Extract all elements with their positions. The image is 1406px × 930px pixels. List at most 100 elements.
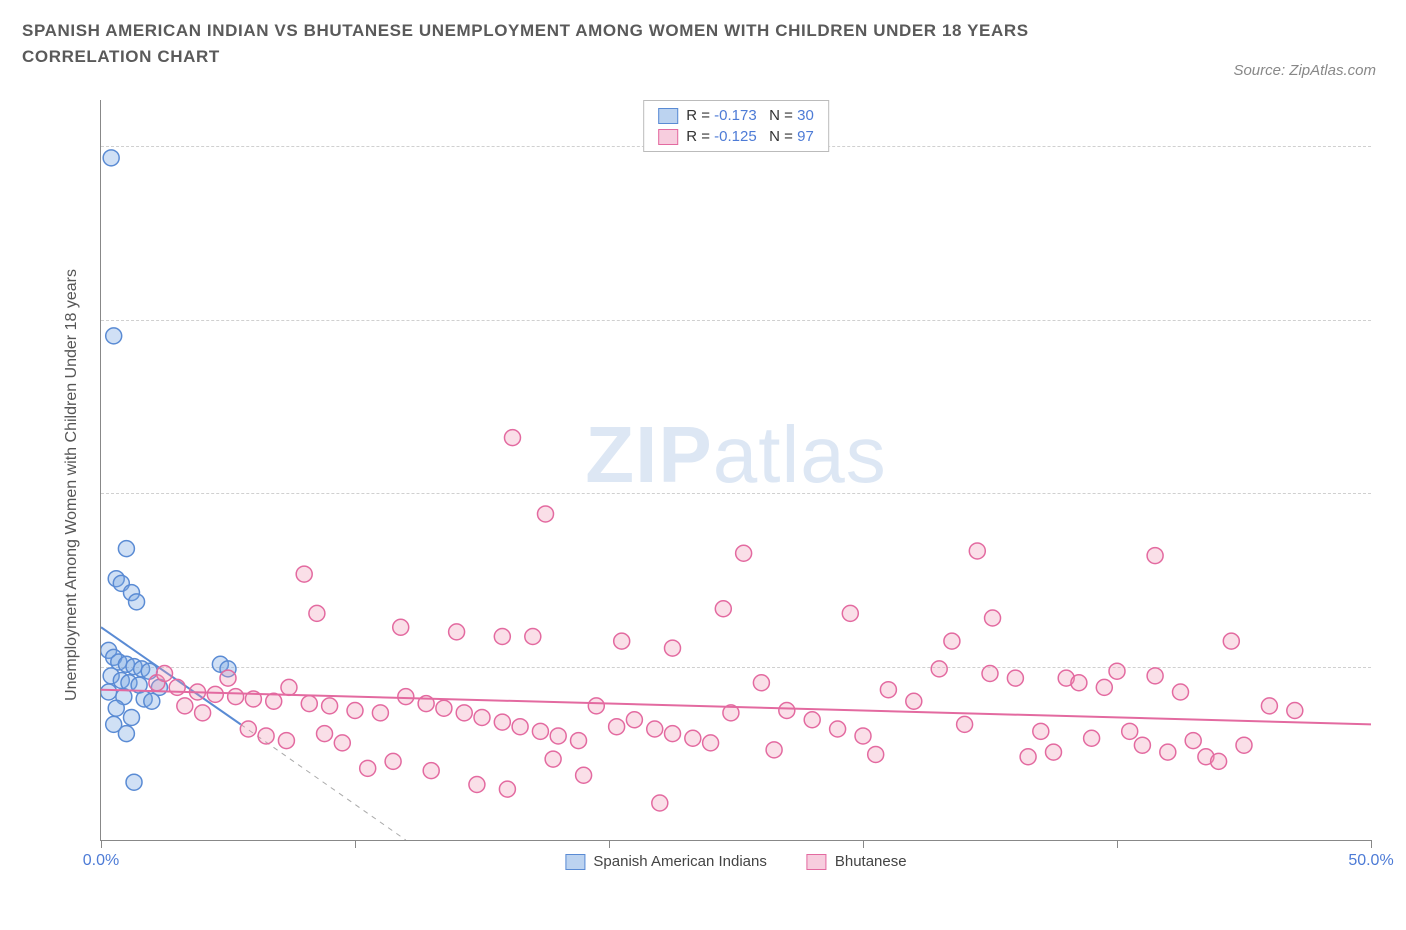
data-point bbox=[106, 328, 122, 344]
data-point bbox=[1147, 668, 1163, 684]
data-point bbox=[969, 543, 985, 559]
legend-stats-text: R = -0.173 N = 30 bbox=[686, 107, 814, 124]
x-tick bbox=[1371, 840, 1372, 848]
data-point bbox=[550, 728, 566, 744]
data-point bbox=[281, 679, 297, 695]
data-point bbox=[1223, 633, 1239, 649]
data-point bbox=[532, 723, 548, 739]
data-point bbox=[322, 698, 338, 714]
data-point bbox=[1109, 663, 1125, 679]
data-point bbox=[715, 601, 731, 617]
data-point bbox=[614, 633, 630, 649]
data-point bbox=[423, 763, 439, 779]
data-point bbox=[804, 712, 820, 728]
data-point bbox=[1122, 723, 1138, 739]
data-point bbox=[278, 733, 294, 749]
y-tick-label: 30.0% bbox=[1386, 137, 1406, 155]
legend-stats-text: R = -0.125 N = 97 bbox=[686, 128, 814, 145]
data-point bbox=[266, 693, 282, 709]
chart-title: SPANISH AMERICAN INDIAN VS BHUTANESE UNE… bbox=[22, 18, 1122, 69]
data-point bbox=[123, 709, 139, 725]
data-point bbox=[118, 541, 134, 557]
x-tick-label: 50.0% bbox=[1348, 852, 1393, 870]
data-point bbox=[779, 703, 795, 719]
legend-swatch-icon bbox=[658, 129, 678, 145]
data-point bbox=[855, 728, 871, 744]
data-point bbox=[157, 666, 173, 682]
data-point bbox=[494, 714, 510, 730]
data-point bbox=[129, 594, 145, 610]
data-point bbox=[309, 605, 325, 621]
chart-area: Unemployment Among Women with Children U… bbox=[52, 100, 1370, 870]
y-tick-label: 22.5% bbox=[1386, 311, 1406, 329]
source-label: Source: ZipAtlas.com bbox=[1233, 62, 1376, 79]
legend-swatch-icon bbox=[658, 108, 678, 124]
data-point bbox=[626, 712, 642, 728]
data-point bbox=[126, 774, 142, 790]
plot-svg bbox=[101, 100, 1371, 840]
data-point bbox=[469, 777, 485, 793]
data-point bbox=[1046, 744, 1062, 760]
data-point bbox=[985, 610, 1001, 626]
data-point bbox=[766, 742, 782, 758]
chart-container: SPANISH AMERICAN INDIAN VS BHUTANESE UNE… bbox=[0, 0, 1406, 930]
data-point bbox=[240, 721, 256, 737]
y-tick-label: 15.0% bbox=[1386, 484, 1406, 502]
data-point bbox=[982, 666, 998, 682]
legend-swatch-icon bbox=[807, 854, 827, 870]
data-point bbox=[258, 728, 274, 744]
data-point bbox=[385, 753, 401, 769]
y-tick-label: 7.5% bbox=[1386, 658, 1406, 676]
data-point bbox=[545, 751, 561, 767]
data-point bbox=[228, 689, 244, 705]
data-point bbox=[118, 726, 134, 742]
data-point bbox=[647, 721, 663, 737]
data-point bbox=[1147, 548, 1163, 564]
data-point bbox=[372, 705, 388, 721]
data-point bbox=[169, 679, 185, 695]
data-point bbox=[494, 629, 510, 645]
data-point bbox=[588, 698, 604, 714]
x-tick bbox=[355, 840, 356, 848]
data-point bbox=[609, 719, 625, 735]
data-point bbox=[101, 684, 117, 700]
x-tick bbox=[609, 840, 610, 848]
data-point bbox=[736, 545, 752, 561]
data-point bbox=[436, 700, 452, 716]
data-point bbox=[317, 726, 333, 742]
data-point bbox=[576, 767, 592, 783]
legend-correlation-box: R = -0.173 N = 30 R = -0.125 N = 97 bbox=[643, 100, 829, 152]
data-point bbox=[1084, 730, 1100, 746]
x-tick bbox=[1117, 840, 1118, 848]
data-point bbox=[703, 735, 719, 751]
data-point bbox=[398, 689, 414, 705]
data-point bbox=[1033, 723, 1049, 739]
data-point bbox=[571, 733, 587, 749]
x-tick bbox=[101, 840, 102, 848]
data-point bbox=[1007, 670, 1023, 686]
data-point bbox=[504, 430, 520, 446]
legend-series-item: Spanish American Indians bbox=[565, 853, 766, 870]
data-point bbox=[177, 698, 193, 714]
data-point bbox=[525, 629, 541, 645]
data-point bbox=[1287, 703, 1303, 719]
data-point bbox=[1185, 733, 1201, 749]
data-point bbox=[449, 624, 465, 640]
data-point bbox=[957, 716, 973, 732]
data-point bbox=[456, 705, 472, 721]
data-point bbox=[499, 781, 515, 797]
data-point bbox=[868, 746, 884, 762]
data-point bbox=[301, 696, 317, 712]
data-point bbox=[144, 693, 160, 709]
data-point bbox=[512, 719, 528, 735]
data-point bbox=[1173, 684, 1189, 700]
data-point bbox=[207, 686, 223, 702]
legend-correlation-row: R = -0.125 N = 97 bbox=[658, 126, 814, 147]
data-point bbox=[830, 721, 846, 737]
data-point bbox=[538, 506, 554, 522]
data-point bbox=[220, 670, 236, 686]
data-point bbox=[1261, 698, 1277, 714]
data-point bbox=[195, 705, 211, 721]
data-point bbox=[474, 709, 490, 725]
data-point bbox=[665, 640, 681, 656]
